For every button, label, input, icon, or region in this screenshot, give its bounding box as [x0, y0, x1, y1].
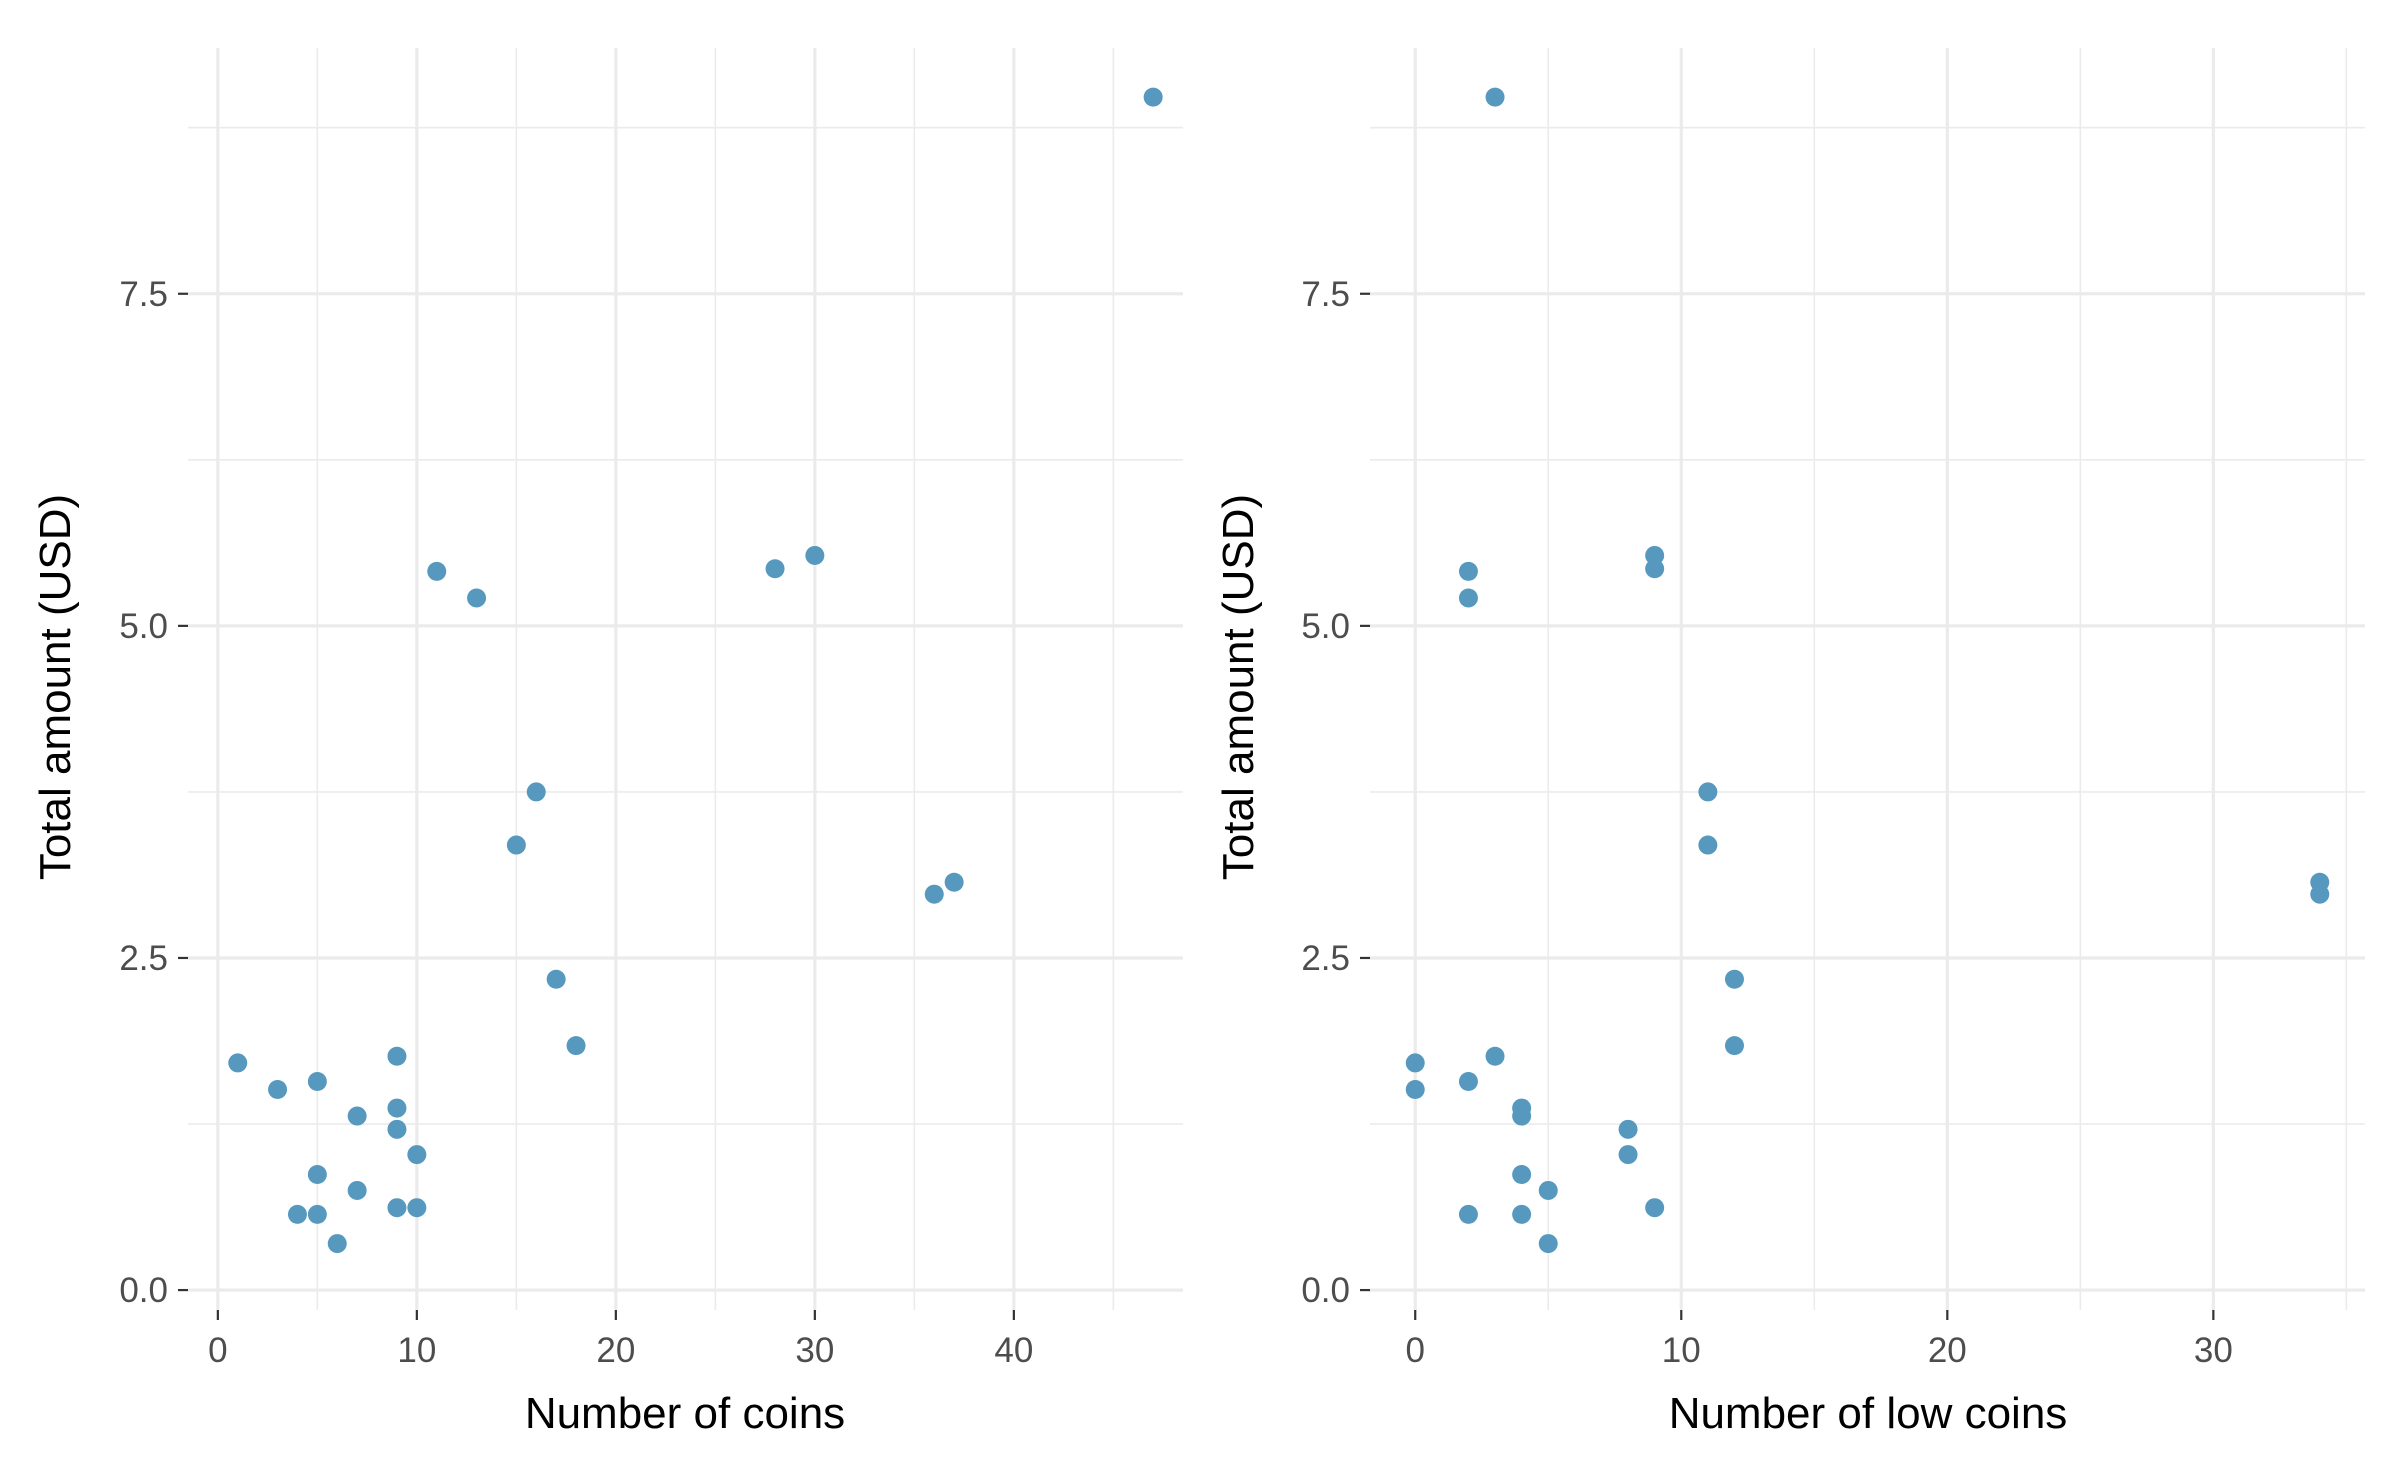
data-point [566, 1036, 586, 1056]
data-point [287, 1204, 307, 1224]
data-point [1645, 559, 1665, 579]
data-point [307, 1204, 327, 1224]
data-point [407, 1145, 427, 1165]
data-point [1538, 1234, 1558, 1254]
data-point [924, 884, 944, 904]
data-point [327, 1234, 347, 1254]
data-point [1143, 87, 1163, 107]
y-tick-label: 7.5 [1301, 275, 1350, 314]
data-point [1698, 835, 1718, 855]
data-point [387, 1046, 407, 1066]
data-point [387, 1119, 407, 1139]
data-point [467, 588, 487, 608]
x-axis-title: Number of low coins [1669, 1389, 2068, 1438]
data-point [1485, 87, 1505, 107]
y-tick-label: 7.5 [119, 275, 168, 314]
data-point [1512, 1204, 1532, 1224]
x-tick-label: 0 [208, 1331, 227, 1370]
data-point [347, 1106, 367, 1126]
left-scatter-panel: 0.0 2.5 5.0 7.5 0 10 20 30 40 Number of coins Tota… [31, 48, 1183, 1438]
data-point [546, 969, 566, 989]
data-point [1405, 1053, 1425, 1073]
data-point [1458, 1204, 1478, 1224]
data-point [506, 835, 526, 855]
data-point [526, 782, 546, 802]
data-point [268, 1079, 288, 1099]
y-tick-label: 0.0 [1301, 1271, 1350, 1310]
data-point [1618, 1119, 1638, 1139]
data-point [765, 559, 785, 579]
data-point [307, 1165, 327, 1185]
y-tick-label: 0.0 [119, 1271, 168, 1310]
y-tick-label: 5.0 [1301, 607, 1350, 646]
data-point [1698, 782, 1718, 802]
data-point [407, 1198, 427, 1218]
x-tick-label: 0 [1405, 1331, 1424, 1370]
data-point [805, 545, 825, 565]
data-point [228, 1053, 248, 1073]
data-point [387, 1198, 407, 1218]
data-point [427, 561, 447, 581]
data-point [1724, 969, 1744, 989]
right-scatter-panel: 0.0 2.5 5.0 7.5 0 10 20 30 Number of low coins To… [1214, 48, 2365, 1438]
data-point [1405, 1079, 1425, 1099]
x-tick-label: 30 [2194, 1331, 2233, 1370]
data-point [307, 1072, 327, 1092]
x-axis-title: Number of coins [525, 1389, 845, 1438]
x-tick-label: 40 [994, 1331, 1033, 1370]
x-tick-label: 30 [795, 1331, 834, 1370]
data-point [1538, 1180, 1558, 1200]
data-point [1512, 1165, 1532, 1185]
data-point [387, 1098, 407, 1118]
data-point [944, 872, 964, 892]
y-axis-title: Total amount (USD) [1214, 494, 1263, 880]
x-tick-label: 20 [1928, 1331, 1967, 1370]
data-point [1458, 1072, 1478, 1092]
y-tick-label: 5.0 [119, 607, 168, 646]
x-tick-label: 10 [1662, 1331, 1701, 1370]
data-point [1485, 1046, 1505, 1066]
data-point [347, 1180, 367, 1200]
x-tick-label: 20 [596, 1331, 635, 1370]
data-point [1512, 1106, 1532, 1126]
y-axis-title: Total amount (USD) [31, 494, 80, 880]
data-point [1458, 561, 1478, 581]
x-tick-label: 10 [397, 1331, 436, 1370]
data-point [1645, 545, 1665, 565]
data-point [1618, 1145, 1638, 1165]
data-point [1724, 1036, 1744, 1056]
y-tick-label: 2.5 [119, 939, 168, 978]
data-point [1458, 588, 1478, 608]
y-tick-label: 2.5 [1301, 939, 1350, 978]
data-point [1645, 1198, 1665, 1218]
data-point [2310, 884, 2330, 904]
